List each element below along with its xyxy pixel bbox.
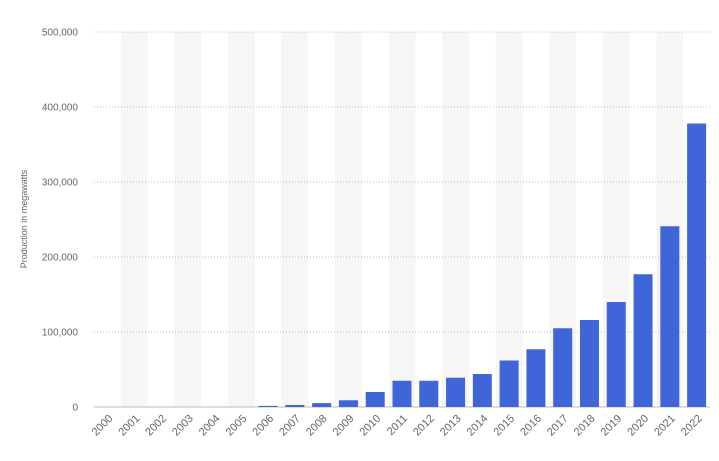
column-band [388,32,416,407]
bar-2006[interactable] [258,405,278,407]
bar-2017[interactable] [553,328,573,407]
x-tick-label: 2008 [304,413,330,439]
bar-2007[interactable] [285,404,305,407]
y-axis-label: Production in megawatts [19,169,29,268]
y-axis-tick-labels: 0 100,000 200,000 300,000 400,000 500,000 [42,28,79,414]
x-tick-label: 2013 [438,413,464,439]
x-tick-label: 2019 [599,413,625,439]
x-tick-label: 2005 [224,413,250,439]
bar-2020[interactable] [633,274,653,407]
y-tick-label: 400,000 [42,103,79,114]
x-tick-label: 2001 [116,413,142,439]
bar-2014[interactable] [472,374,492,407]
x-tick-label: 2016 [518,413,544,439]
bar-2021[interactable] [660,226,680,407]
column-band [227,32,255,407]
bar-2016[interactable] [526,349,546,407]
bar-2019[interactable] [606,302,626,407]
x-tick-label: 2017 [545,413,571,439]
column-band [442,32,469,407]
y-tick-label: 500,000 [42,28,79,39]
bar-2010[interactable] [365,392,385,407]
bar-2015[interactable] [499,360,519,408]
x-tick-label: 2007 [277,413,303,439]
x-tick-label: 2018 [572,413,598,439]
bar-2009[interactable] [338,400,358,407]
x-axis-tick-labels: 2000 2001 2002 2003 2004 2005 2006 2007 2008 2009… [90,413,705,439]
y-tick-label: 0 [72,403,78,414]
x-tick-label: 2012 [411,413,437,439]
x-tick-label: 2015 [491,413,517,439]
bar-2011[interactable] [392,380,412,407]
x-tick-label: 2002 [143,413,169,439]
x-tick-label: 2000 [90,413,116,439]
bar-2022[interactable] [687,123,707,408]
x-tick-label: 2014 [465,413,491,439]
x-tick-label: 2020 [625,413,651,439]
x-tick-label: 2009 [331,413,357,439]
column-band [120,32,148,407]
x-tick-label: 2010 [358,413,384,439]
bars [258,123,707,408]
x-tick-label: 2011 [385,413,410,438]
x-tick-label: 2003 [170,413,196,439]
x-tick-label: 2021 [652,413,678,439]
bar-2018[interactable] [579,320,599,407]
column-band [281,32,309,407]
column-band [174,32,202,407]
bar-2013[interactable] [446,377,466,407]
x-tick-label: 2006 [250,413,276,439]
x-tick-label: 2022 [679,413,705,439]
column-band [495,32,523,407]
bar-2012[interactable] [419,380,439,407]
x-tick-label: 2004 [197,413,223,439]
column-band [335,32,362,407]
y-tick-label: 300,000 [42,178,79,189]
bar-2008[interactable] [312,403,332,407]
y-tick-label: 100,000 [42,328,79,339]
y-tick-label: 200,000 [42,253,79,264]
